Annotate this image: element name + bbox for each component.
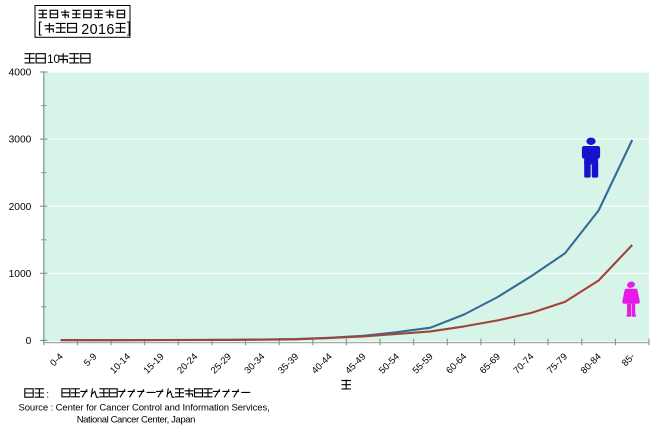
svg-text:[: [ xyxy=(38,21,42,37)
svg-text:4000: 4000 xyxy=(9,68,32,79)
svg-text:2016: 2016 xyxy=(81,22,114,38)
svg-text:2000: 2000 xyxy=(9,202,32,213)
svg-text:3000: 3000 xyxy=(9,135,32,146)
svg-text:10: 10 xyxy=(47,54,60,66)
svg-text:Source : Center for Cancer Con: Source : Center for Cancer Control and I… xyxy=(19,403,270,414)
svg-text:1000: 1000 xyxy=(9,269,32,280)
svg-text:]: ] xyxy=(127,21,131,37)
svg-text::: : xyxy=(46,389,49,400)
svg-text:0: 0 xyxy=(26,336,32,347)
svg-text:National Cancer Center, Japan: National Cancer Center, Japan xyxy=(77,415,195,426)
